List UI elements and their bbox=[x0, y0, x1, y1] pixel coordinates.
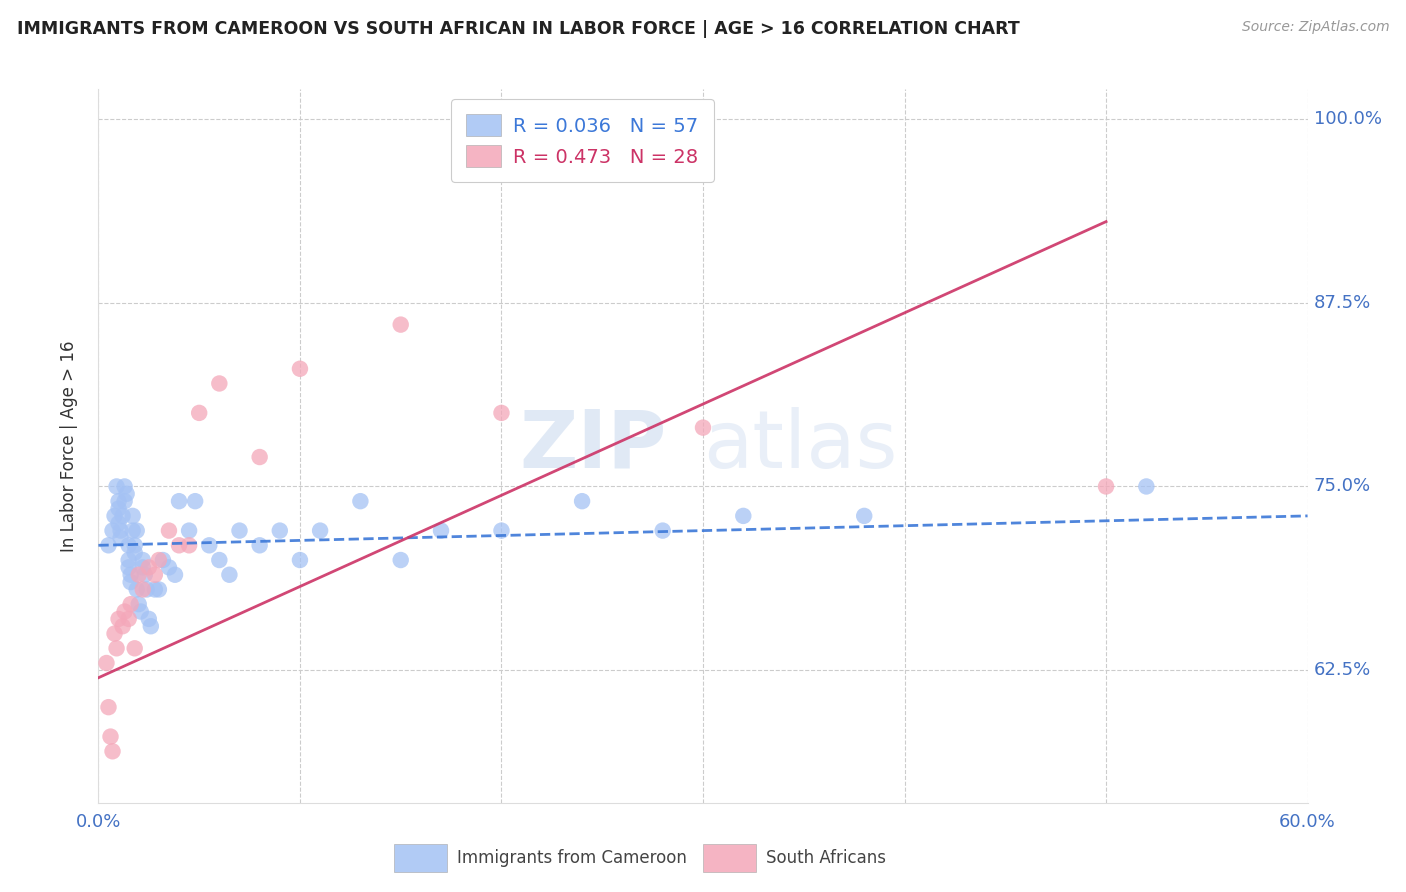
Text: South Africans: South Africans bbox=[766, 849, 886, 867]
Point bbox=[218, 567, 240, 582]
Point bbox=[1135, 479, 1157, 493]
Point bbox=[107, 501, 129, 516]
Point bbox=[134, 567, 156, 582]
Point bbox=[121, 524, 143, 538]
Point bbox=[167, 538, 190, 552]
Point bbox=[111, 619, 134, 633]
Point bbox=[105, 641, 128, 656]
Point bbox=[288, 361, 311, 376]
Point bbox=[389, 553, 412, 567]
Point bbox=[491, 406, 513, 420]
Point bbox=[124, 641, 146, 656]
Point bbox=[692, 420, 714, 434]
Point bbox=[430, 524, 453, 538]
Point bbox=[132, 553, 155, 567]
Point bbox=[114, 494, 136, 508]
Text: Source: ZipAtlas.com: Source: ZipAtlas.com bbox=[1241, 20, 1389, 34]
Point bbox=[132, 560, 155, 574]
Point bbox=[111, 508, 134, 523]
Point bbox=[107, 494, 129, 508]
Point bbox=[349, 494, 371, 508]
Point bbox=[143, 582, 166, 597]
Point bbox=[101, 744, 124, 758]
Legend: R = 0.036   N = 57, R = 0.473   N = 28: R = 0.036 N = 57, R = 0.473 N = 28 bbox=[451, 99, 713, 182]
Point bbox=[107, 516, 129, 531]
Point bbox=[120, 575, 142, 590]
Point bbox=[125, 582, 148, 597]
Text: Immigrants from Cameroon: Immigrants from Cameroon bbox=[457, 849, 686, 867]
Point bbox=[118, 612, 141, 626]
Point bbox=[651, 524, 673, 538]
Point bbox=[110, 524, 132, 538]
Text: atlas: atlas bbox=[703, 407, 897, 485]
Text: 87.5%: 87.5% bbox=[1313, 293, 1371, 311]
Point bbox=[148, 582, 170, 597]
Point bbox=[100, 730, 122, 744]
Point bbox=[198, 538, 221, 552]
Point bbox=[114, 605, 136, 619]
Point bbox=[288, 553, 311, 567]
Point bbox=[120, 597, 142, 611]
Point bbox=[135, 582, 157, 597]
Point bbox=[101, 524, 124, 538]
Point bbox=[115, 487, 138, 501]
Y-axis label: In Labor Force | Age > 16: In Labor Force | Age > 16 bbox=[59, 340, 77, 552]
Point bbox=[571, 494, 593, 508]
Point bbox=[138, 560, 160, 574]
Point bbox=[118, 553, 141, 567]
Point bbox=[97, 700, 120, 714]
Point bbox=[249, 538, 271, 552]
Point bbox=[157, 560, 180, 574]
Point bbox=[124, 538, 146, 552]
Point bbox=[208, 553, 231, 567]
Point bbox=[152, 553, 174, 567]
Point bbox=[138, 612, 160, 626]
Point bbox=[118, 538, 141, 552]
Point bbox=[167, 494, 190, 508]
Point bbox=[389, 318, 412, 332]
Point bbox=[733, 508, 755, 523]
Point bbox=[129, 605, 152, 619]
Point bbox=[491, 524, 513, 538]
Point bbox=[179, 524, 201, 538]
Point bbox=[163, 567, 186, 582]
Point bbox=[249, 450, 271, 464]
Point bbox=[853, 508, 876, 523]
Point bbox=[105, 479, 128, 493]
Point bbox=[103, 508, 125, 523]
Point bbox=[114, 479, 136, 493]
Point bbox=[110, 531, 132, 545]
Point bbox=[120, 567, 142, 582]
Point bbox=[128, 567, 150, 582]
Text: 62.5%: 62.5% bbox=[1313, 661, 1371, 680]
Text: 75.0%: 75.0% bbox=[1313, 477, 1371, 495]
Point bbox=[228, 524, 250, 538]
Point bbox=[118, 560, 141, 574]
Point bbox=[97, 538, 120, 552]
Point bbox=[157, 524, 180, 538]
Point bbox=[128, 597, 150, 611]
Point bbox=[208, 376, 231, 391]
Text: 100.0%: 100.0% bbox=[1313, 110, 1382, 128]
Point bbox=[184, 494, 207, 508]
Point bbox=[179, 538, 201, 552]
Point bbox=[1095, 479, 1118, 493]
Point bbox=[121, 508, 143, 523]
Point bbox=[103, 626, 125, 640]
Point bbox=[188, 406, 211, 420]
Point bbox=[143, 567, 166, 582]
Point bbox=[107, 612, 129, 626]
Text: IMMIGRANTS FROM CAMEROON VS SOUTH AFRICAN IN LABOR FORCE | AGE > 16 CORRELATION : IMMIGRANTS FROM CAMEROON VS SOUTH AFRICA… bbox=[17, 20, 1019, 37]
Point bbox=[148, 553, 170, 567]
Point bbox=[96, 656, 118, 670]
Point bbox=[125, 524, 148, 538]
Text: ZIP: ZIP bbox=[519, 407, 666, 485]
Point bbox=[309, 524, 332, 538]
Point bbox=[269, 524, 291, 538]
Point bbox=[139, 619, 162, 633]
Point bbox=[124, 546, 146, 560]
Point bbox=[132, 582, 155, 597]
